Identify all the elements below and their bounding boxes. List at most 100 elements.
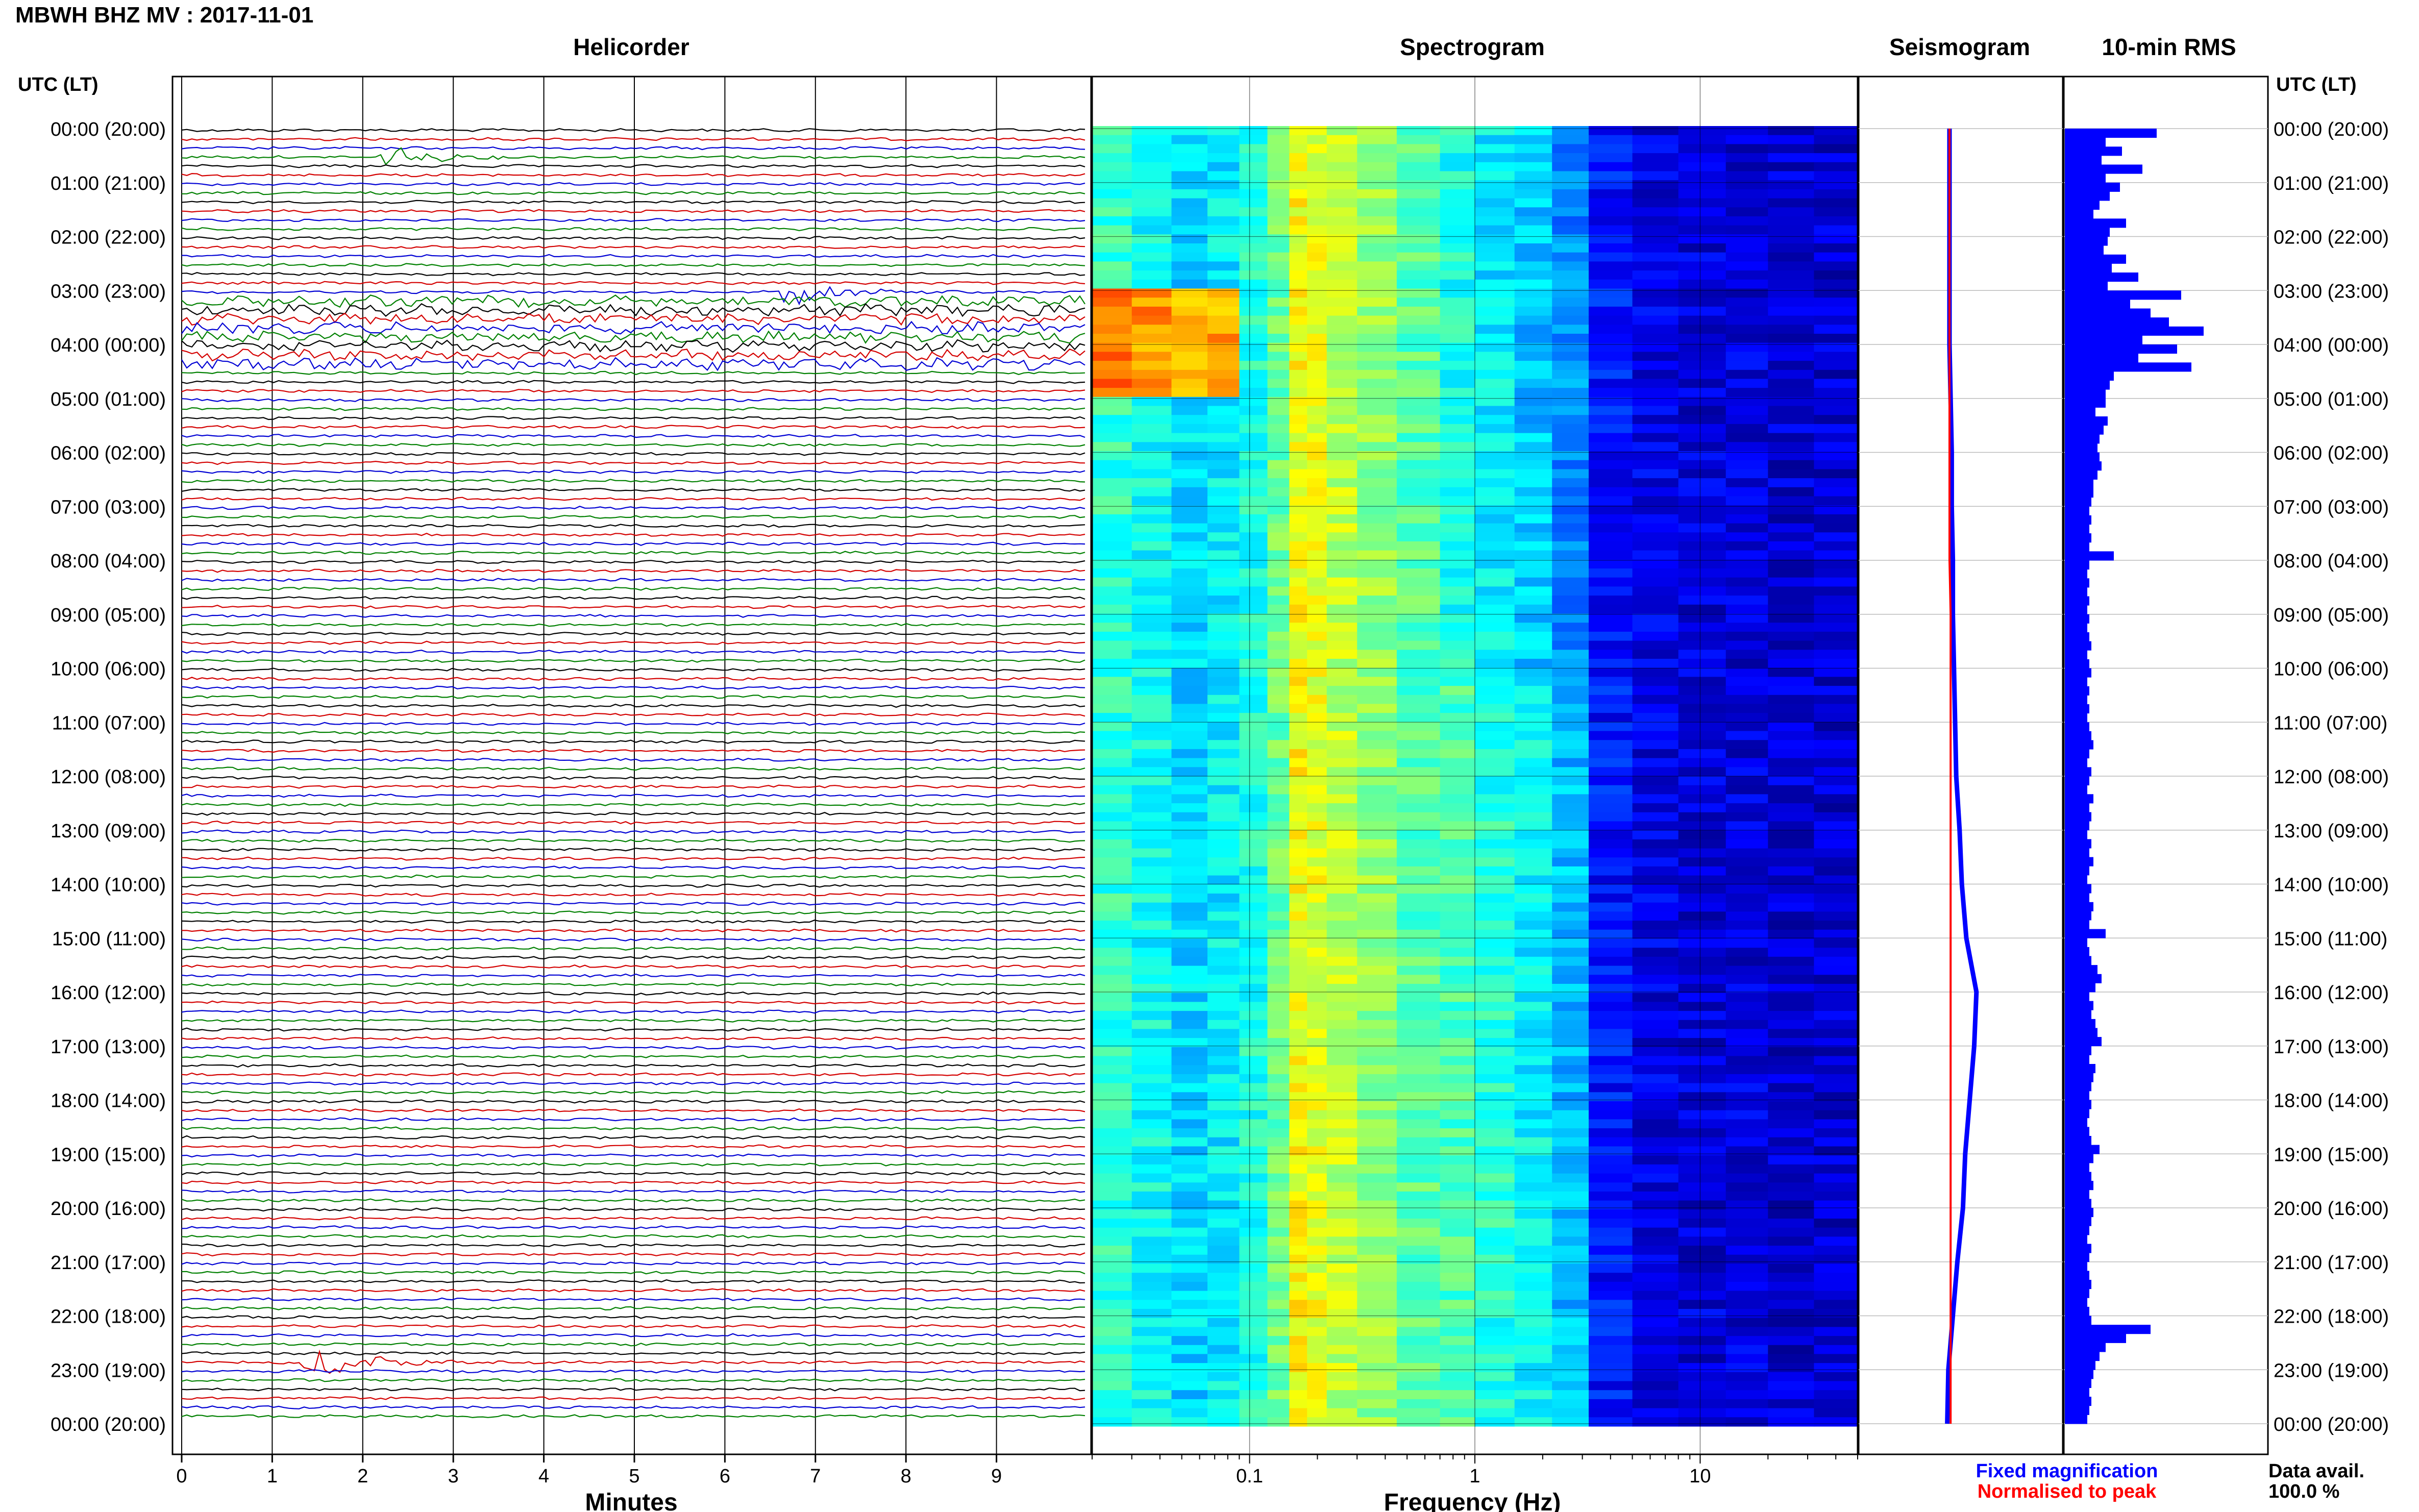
- spectrogram-cell: [1632, 361, 1679, 370]
- spectrogram-cell: [1440, 911, 1475, 921]
- spectrogram-cell: [1552, 270, 1589, 280]
- spectrogram-cell: [1131, 568, 1172, 578]
- spectrogram-cell: [1289, 388, 1308, 398]
- spectrogram-cell: [1289, 613, 1308, 623]
- spectrogram-cell: [1552, 415, 1589, 425]
- spectrogram-cell: [1357, 1092, 1397, 1102]
- rms-bar: [2065, 191, 2110, 201]
- spectrogram-cell: [1207, 1254, 1240, 1265]
- spectrogram-cell: [1239, 1173, 1268, 1183]
- spectrogram-cell: [1357, 198, 1397, 208]
- spectrogram-cell: [1632, 1074, 1679, 1084]
- spectrogram-cell: [1239, 821, 1268, 831]
- spectrogram-cell: [1307, 713, 1327, 723]
- spectrogram-cell: [1207, 487, 1240, 497]
- spectrogram-cell: [1326, 984, 1357, 994]
- spectrogram-cell: [1131, 514, 1172, 524]
- spectrogram-cell: [1131, 469, 1172, 479]
- spectrogram-cell: [1092, 1336, 1132, 1346]
- spectrogram-cell: [1239, 929, 1268, 939]
- spectrogram-cell: [1514, 1363, 1552, 1373]
- spectrogram-cell: [1475, 1246, 1515, 1255]
- time-label-left: 11:00 (07:00): [52, 712, 166, 734]
- x-tick-label: 5: [629, 1466, 639, 1487]
- spectrogram-cell: [1768, 1182, 1815, 1192]
- spectrogram-cell: [1589, 207, 1633, 217]
- spectrogram-cell: [1514, 1128, 1552, 1138]
- spectrogram-cell: [1239, 623, 1268, 632]
- spectrogram-cell: [1396, 568, 1441, 578]
- spectrogram-cell: [1092, 469, 1132, 479]
- x-tick-label: 1: [1469, 1466, 1480, 1487]
- spectrogram-cell: [1514, 568, 1552, 578]
- spectrogram-cell: [1440, 713, 1475, 723]
- helicorder-trace: [182, 191, 1085, 195]
- spectrogram-cell: [1289, 1363, 1308, 1373]
- spectrogram-cell: [1131, 478, 1172, 488]
- spectrogram-cell: [1131, 984, 1172, 994]
- rms-bar: [2065, 497, 2091, 507]
- spectrogram-cell: [1475, 261, 1515, 271]
- spectrogram-cell: [1307, 677, 1327, 686]
- rms-bar: [2065, 965, 2097, 975]
- rms-bar: [2065, 722, 2089, 732]
- spectrogram-cell: [1171, 451, 1208, 461]
- spectrogram-cell: [1326, 667, 1357, 677]
- spectrogram-cell: [1171, 1155, 1208, 1165]
- spectrogram-cell: [1725, 505, 1769, 515]
- helicorder-trace: [181, 604, 1085, 609]
- spectrogram-cell: [1207, 1408, 1240, 1418]
- spectrogram-cell: [1514, 596, 1552, 605]
- spectrogram-cell: [1814, 153, 1858, 163]
- spectrogram-cell: [1678, 695, 1726, 705]
- spectrogram-cell: [1092, 767, 1132, 777]
- spectrogram-cell: [1267, 1128, 1290, 1138]
- rms-bar: [2065, 812, 2091, 822]
- spectrogram-cell: [1396, 541, 1441, 551]
- spectrogram-cell: [1092, 532, 1132, 542]
- spectrogram-cell: [1207, 243, 1240, 253]
- spectrogram-cell: [1589, 1164, 1633, 1174]
- spectrogram-cell: [1207, 1263, 1240, 1273]
- spectrogram-cell: [1552, 749, 1589, 759]
- spectrogram-cell: [1207, 911, 1240, 921]
- spectrogram-cell: [1514, 207, 1552, 217]
- spectrogram-cell: [1475, 1083, 1515, 1093]
- spectrogram-cell: [1357, 640, 1397, 650]
- spectrogram-cell: [1131, 216, 1172, 226]
- time-label-right: 11:00 (07:00): [2274, 712, 2387, 734]
- spectrogram-cell: [1326, 911, 1357, 921]
- spectrogram-cell: [1131, 1128, 1172, 1138]
- rms-bar: [2065, 884, 2091, 894]
- spectrogram-cell: [1326, 857, 1357, 867]
- spectrogram-cell: [1357, 1372, 1397, 1382]
- spectrogram-cell: [1207, 1345, 1240, 1355]
- spectrogram-cell: [1307, 1146, 1327, 1156]
- helicorder-trace: [181, 856, 1085, 861]
- spectrogram-cell: [1725, 162, 1769, 172]
- spectrogram-cell: [1475, 442, 1515, 452]
- spectrogram-cell: [1768, 1291, 1815, 1300]
- spectrogram-cell: [1678, 460, 1726, 469]
- rms-bar: [2065, 1118, 2087, 1127]
- spectrogram-cell: [1768, 243, 1815, 253]
- spectrogram-cell: [1131, 1291, 1172, 1300]
- spectrogram-cell: [1239, 776, 1268, 786]
- spectrogram-cell: [1725, 1318, 1769, 1327]
- spectrogram-cell: [1725, 216, 1769, 226]
- spectrogram-cell: [1307, 623, 1327, 632]
- spectrogram-cell: [1552, 306, 1589, 316]
- spectrogram-cell: [1092, 1083, 1132, 1093]
- spectrogram-cell: [1239, 126, 1268, 136]
- spectrogram-cell: [1326, 1300, 1357, 1309]
- spectrogram-cell: [1326, 848, 1357, 858]
- spectrogram-cell: [1814, 288, 1858, 298]
- spectrogram-cell: [1475, 1390, 1515, 1400]
- spectrogram-cell: [1092, 722, 1132, 732]
- spectrogram-cell: [1396, 1110, 1441, 1120]
- spectrogram-cell: [1814, 1182, 1858, 1192]
- spectrogram-cell: [1514, 1146, 1552, 1156]
- spectrogram-cell: [1552, 731, 1589, 740]
- spectrogram-cell: [1131, 848, 1172, 858]
- spectrogram-cell: [1239, 1318, 1268, 1327]
